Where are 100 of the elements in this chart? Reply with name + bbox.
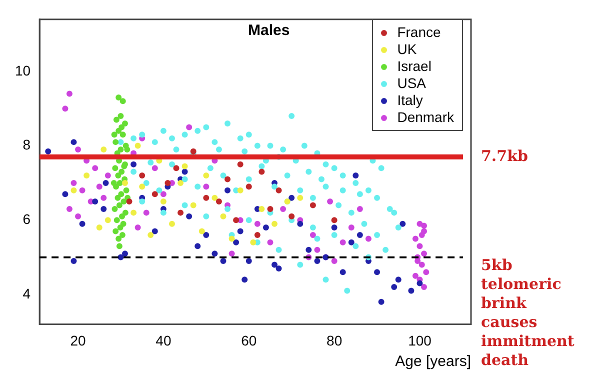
point <box>412 236 418 242</box>
point <box>118 113 124 120</box>
point <box>348 239 354 246</box>
point <box>104 172 111 179</box>
point <box>116 202 122 208</box>
legend-label: UK <box>397 41 417 58</box>
ref-line-label: 5kb telomeric brink causes immitment death <box>481 256 574 370</box>
point <box>113 116 120 123</box>
point <box>120 132 126 138</box>
y-tick-label: 8 <box>22 136 31 153</box>
point <box>122 180 128 186</box>
point <box>237 161 244 168</box>
point <box>126 198 132 205</box>
point <box>66 90 72 97</box>
point <box>400 220 406 227</box>
point <box>203 194 210 201</box>
point <box>182 163 188 170</box>
point <box>164 180 171 186</box>
point <box>216 198 222 205</box>
x-tick-label: 40 <box>156 332 172 348</box>
point <box>160 191 166 198</box>
point <box>45 148 52 154</box>
point <box>416 243 423 250</box>
legend-label: Israel <box>397 58 432 76</box>
point <box>237 187 244 194</box>
point <box>116 236 122 242</box>
point <box>173 165 180 172</box>
x-axis-title: Age [years] <box>395 353 471 370</box>
point <box>96 184 102 190</box>
point <box>378 298 384 305</box>
point <box>102 180 109 186</box>
point <box>356 232 363 238</box>
point <box>112 139 119 146</box>
point <box>110 180 117 186</box>
legend-label: Italy <box>397 92 423 110</box>
point <box>160 198 166 205</box>
point <box>297 220 304 227</box>
point <box>66 206 72 212</box>
point <box>310 202 316 208</box>
point <box>70 187 77 194</box>
point <box>130 210 137 216</box>
point <box>75 146 82 152</box>
point <box>356 206 363 212</box>
point <box>116 243 122 250</box>
point <box>114 217 120 224</box>
legend-label: Denmark <box>397 109 454 126</box>
point <box>276 265 282 272</box>
point <box>250 239 256 246</box>
point <box>203 232 210 238</box>
point <box>288 194 295 201</box>
point <box>100 206 107 212</box>
point <box>314 258 320 264</box>
point <box>120 198 127 205</box>
point <box>220 258 226 264</box>
x-tick-label: 20 <box>70 332 86 348</box>
point <box>79 187 86 194</box>
point <box>365 236 372 242</box>
point <box>262 224 269 231</box>
point <box>203 184 210 190</box>
point <box>224 187 231 194</box>
point <box>224 176 231 182</box>
point <box>115 172 122 179</box>
point <box>194 243 201 250</box>
point <box>143 210 150 216</box>
point <box>297 194 304 201</box>
point <box>310 232 316 238</box>
point <box>348 224 354 231</box>
point <box>70 180 77 186</box>
point <box>152 228 158 234</box>
legend-label: France <box>397 24 441 42</box>
point <box>118 254 124 260</box>
point <box>152 191 158 198</box>
point <box>134 142 141 149</box>
point <box>272 220 278 227</box>
point <box>220 213 226 220</box>
point <box>267 206 274 212</box>
point <box>70 258 77 264</box>
point <box>314 246 320 253</box>
point <box>112 206 118 212</box>
point <box>130 161 137 168</box>
point <box>258 168 265 175</box>
point <box>374 269 380 276</box>
point <box>246 184 252 190</box>
point <box>139 184 146 190</box>
point <box>139 172 146 179</box>
point <box>327 198 334 205</box>
point <box>237 228 244 234</box>
point <box>124 146 130 152</box>
point <box>118 124 125 130</box>
point <box>122 250 128 257</box>
y-tick-label: 6 <box>22 210 31 227</box>
point <box>408 288 414 294</box>
point <box>104 217 111 224</box>
point <box>92 198 98 205</box>
y-tick-label: 10 <box>14 62 31 78</box>
point <box>352 172 359 179</box>
point <box>122 120 128 126</box>
point <box>276 187 282 194</box>
point <box>288 213 295 220</box>
point <box>228 250 235 257</box>
